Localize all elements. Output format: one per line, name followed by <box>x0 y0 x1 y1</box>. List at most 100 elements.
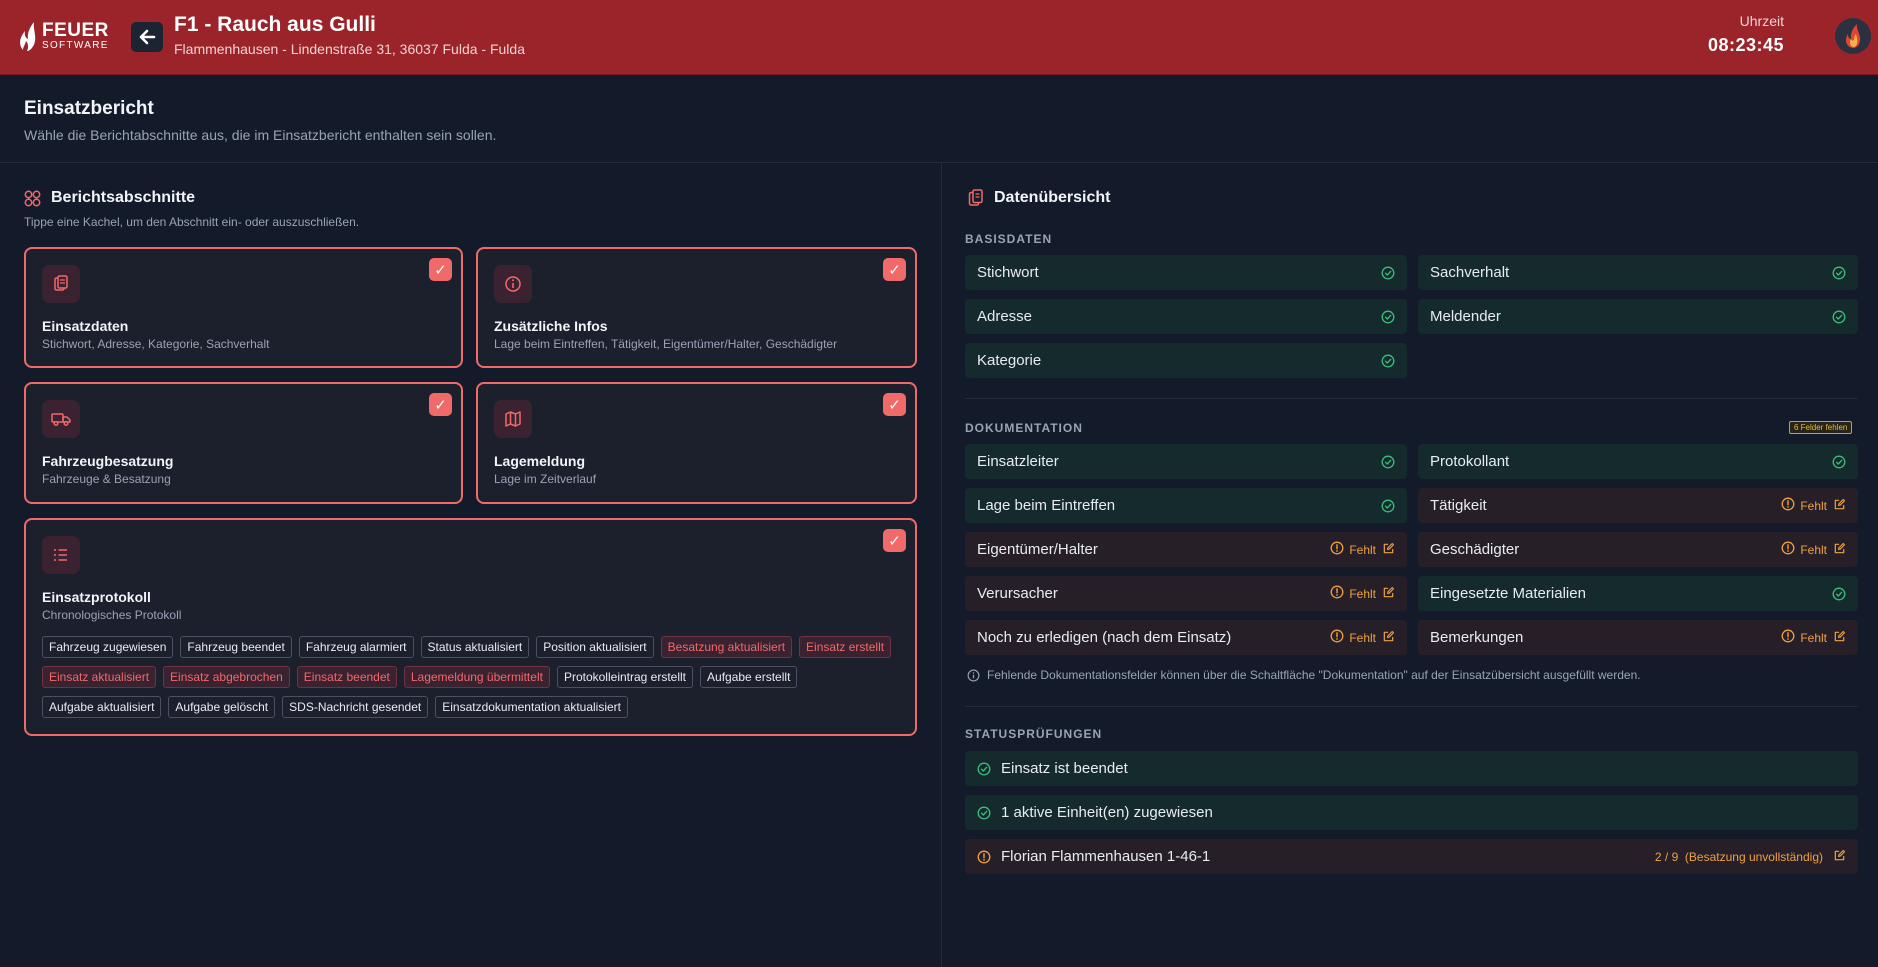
protocol-chip-highlighted[interactable]: Lagemeldung übermittelt <box>403 666 550 688</box>
overview-heading: Datenübersicht <box>968 189 1110 207</box>
clipboard-icon <box>42 265 80 303</box>
data-field-row[interactable]: Noch zu erledigen (nach dem Einsatz) Fehl… <box>965 620 1407 655</box>
tile-einsatzdaten[interactable]: ✓ Einsatzdaten Stichwort, Adresse, Kateg… <box>24 247 463 368</box>
data-field-row[interactable]: Geschädigter Fehlt <box>1418 532 1858 567</box>
sections-title: Berichtsabschnitte <box>51 189 196 206</box>
check-circle-icon <box>1832 266 1846 280</box>
flame-logo-icon <box>20 22 36 51</box>
missing-status: Fehlt <box>1330 541 1395 558</box>
documentation-note: Fehlende Dokumentationsfelder können übe… <box>967 668 1641 682</box>
tile-title: Zusätzliche Infos <box>494 318 608 334</box>
info-icon <box>967 669 980 681</box>
statuspruefungen-label: STATUSPRÜFUNGEN <box>965 727 1103 741</box>
protocol-chip-highlighted[interactable]: Einsatz abgebrochen <box>163 666 290 688</box>
protocol-chip[interactable]: Position aktualisiert <box>536 636 654 658</box>
page-subtitle: Wähle die Berichtabschnitte aus, die im … <box>24 127 497 143</box>
clipboard-icon <box>968 189 983 206</box>
protocol-chip[interactable]: Status aktualisiert <box>420 636 530 658</box>
check-circle-icon <box>1381 310 1395 324</box>
grid-icon <box>24 190 41 206</box>
check-circle-icon <box>1381 499 1395 513</box>
edit-icon[interactable] <box>1833 542 1846 558</box>
field-label: Tätigkeit <box>1430 497 1487 514</box>
header-divider <box>0 162 1878 163</box>
protocol-chip[interactable]: Aufgabe gelöscht <box>168 696 276 718</box>
tile-checkbox[interactable]: ✓ <box>429 258 452 281</box>
edit-icon[interactable] <box>1833 630 1846 646</box>
data-field-row[interactable]: Bemerkungen Fehlt <box>1418 620 1858 655</box>
protocol-event-chips: Fahrzeug zugewiesen Fahrzeug beendet Fah… <box>42 636 902 718</box>
logo-main-text: FEUER <box>42 20 109 41</box>
incident-title: F1 - Rauch aus Gulli <box>174 13 376 36</box>
user-avatar[interactable] <box>1835 18 1871 54</box>
warning-circle-icon <box>977 850 991 864</box>
back-button[interactable] <box>131 22 163 52</box>
edit-icon[interactable] <box>1382 586 1395 602</box>
clock-time: 08:23:45 <box>1707 35 1784 55</box>
data-field-row: Protokollant <box>1418 444 1858 479</box>
data-field-row: Adresse <box>965 299 1407 334</box>
protocol-chip-highlighted[interactable]: Einsatz aktualisiert <box>42 666 157 688</box>
status-check-detail: 2 / 9 (Besatzung unvollständig) <box>1654 849 1823 864</box>
protocol-chip[interactable]: SDS-Nachricht gesendet <box>282 696 429 718</box>
data-field-row[interactable]: Verursacher Fehlt <box>965 576 1407 611</box>
tile-lagemeldung[interactable]: ✓ Lagemeldung Lage im Zeitverlauf <box>476 382 917 504</box>
status-check-row[interactable]: Florian Flammenhausen 1-46-1 2 / 9 (Besat… <box>965 839 1858 874</box>
check-circle-icon <box>1832 587 1846 601</box>
warning-circle-icon <box>1781 541 1795 558</box>
tile-zusaetzliche-infos[interactable]: ✓ Zusätzliche Infos Lage beim Eintreffen… <box>476 247 917 368</box>
map-icon <box>494 400 532 438</box>
protocol-chip-highlighted[interactable]: Einsatz beendet <box>296 666 397 688</box>
protocol-chip[interactable]: Fahrzeug alarmiert <box>298 636 414 658</box>
missing-text: Fehlt <box>1349 542 1376 557</box>
tile-title: Einsatzprotokoll <box>42 589 151 605</box>
data-field-row: Lage beim Eintreffen <box>965 488 1407 523</box>
protocol-chip-highlighted[interactable]: Besatzung aktualisiert <box>660 636 793 658</box>
protocol-chip[interactable]: Einsatzdokumentation aktualisiert <box>435 696 628 718</box>
data-field-row[interactable]: Eigentümer/Halter Fehlt <box>965 532 1407 567</box>
edit-icon[interactable] <box>1382 542 1395 558</box>
top-bar: FEUER SOFTWARE F1 - Rauch aus Gulli Flam… <box>0 0 1878 75</box>
tile-title: Einsatzdaten <box>42 318 129 334</box>
warning-circle-icon <box>1330 629 1344 646</box>
protocol-chip[interactable]: Protokolleintrag erstellt <box>556 666 694 688</box>
time-label: Uhrzeit <box>1739 13 1784 29</box>
check-circle-icon <box>1381 354 1395 368</box>
sections-hint: Tippe eine Kachel, um den Abschnitt ein-… <box>24 215 360 229</box>
tile-checkbox[interactable]: ✓ <box>883 393 906 416</box>
page-title: Einsatzbericht <box>24 98 154 119</box>
status-check-label: Einsatz ist beendet <box>1001 760 1128 777</box>
field-label: Meldender <box>1430 308 1501 325</box>
section-divider <box>965 398 1858 399</box>
missing-text: Fehlt <box>1349 630 1376 645</box>
data-field-row[interactable]: Tätigkeit Fehlt <box>1418 488 1858 523</box>
protocol-chip[interactable]: Fahrzeug beendet <box>180 636 292 658</box>
field-label: Stichwort <box>977 264 1039 281</box>
tile-checkbox[interactable]: ✓ <box>429 393 452 416</box>
protocol-chip[interactable]: Aufgabe erstellt <box>700 666 798 688</box>
missing-status: Fehlt <box>1781 541 1846 558</box>
warning-circle-icon <box>1330 541 1344 558</box>
incident-address: Flammenhausen - Lindenstraße 31, 36037 F… <box>174 41 525 57</box>
tile-description: Fahrzeuge & Besatzung <box>42 472 171 486</box>
basisdaten-label: BASISDATEN <box>965 232 1053 246</box>
tile-checkbox[interactable]: ✓ <box>883 529 906 552</box>
tile-title: Lagemeldung <box>494 453 586 469</box>
protocol-chip[interactable]: Fahrzeug zugewiesen <box>42 636 174 658</box>
edit-icon[interactable] <box>1382 630 1395 646</box>
data-field-row: Eingesetzte Materialien <box>1418 576 1858 611</box>
check-circle-icon <box>1381 266 1395 280</box>
tile-fahrzeugbesatzung[interactable]: ✓ Fahrzeugbesatzung Fahrzeuge & Besatzun… <box>24 382 463 504</box>
panel-divider <box>941 162 942 967</box>
field-label: Einsatzleiter <box>977 453 1059 470</box>
check-circle-icon <box>1832 455 1846 469</box>
tile-title: Fahrzeugbesatzung <box>42 453 174 469</box>
tile-einsatzprotokoll[interactable]: ✓ Einsatzprotokoll Chronologisches Proto… <box>24 518 917 736</box>
missing-text: Fehlt <box>1800 542 1827 557</box>
protocol-chip[interactable]: Aufgabe aktualisiert <box>42 696 162 718</box>
missing-status: Fehlt <box>1330 629 1395 646</box>
tile-checkbox[interactable]: ✓ <box>883 258 906 281</box>
edit-icon[interactable] <box>1833 849 1846 865</box>
protocol-chip-highlighted[interactable]: Einsatz erstellt <box>799 636 892 658</box>
edit-icon[interactable] <box>1833 498 1846 514</box>
